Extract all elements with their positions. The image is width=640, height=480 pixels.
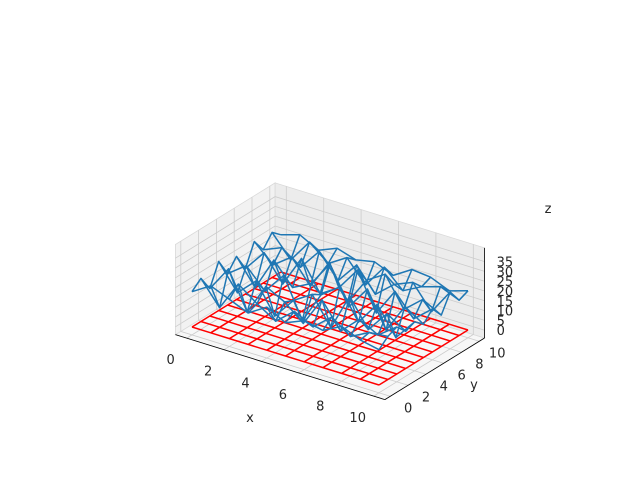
y-tick-label: 2 [422,390,430,405]
y-gridline [180,241,391,397]
base-wire-column [341,317,431,375]
z-gridline [175,254,485,321]
x-gridline [373,244,474,397]
base-plane-series [191,271,469,386]
z-tick-label: 30 [497,265,514,280]
x-tick-label: 0 [167,353,175,368]
z-gridline [175,196,485,262]
base-wire-column [247,288,338,346]
y-axis-line [384,337,485,400]
y-tick-label: 4 [440,379,448,394]
z-tick-label: 15 [497,295,514,310]
x-tick-label: 8 [316,400,324,415]
surface-wire-column [191,231,282,293]
surface-wire-column [359,285,450,341]
surface-wire-column [322,269,413,332]
axis-lines [175,247,485,401]
z-tick-label: 25 [497,275,514,290]
x-gridline [298,221,399,374]
y-tick-label: 6 [457,368,465,383]
base-wire-column [191,271,282,328]
surface-series [191,231,469,351]
x-axis-line [175,334,385,401]
z-tick-label: 35 [497,256,514,271]
x-gridline [336,232,437,385]
surface-wire-column [303,266,394,329]
base-wire-column [359,323,450,380]
surface-wire-column [341,276,432,338]
y-axis-label: y [470,378,478,393]
z-gridline [175,225,485,292]
x-gridline [186,186,287,339]
z-gridline [175,215,485,282]
z-tick-label: 20 [497,285,514,300]
z-axis-label: z [545,202,552,217]
z-tick-label: 5 [497,314,505,329]
x-tick-label: 2 [204,365,212,380]
z-tick-label: 10 [497,305,514,320]
y-tick-label: 10 [489,346,506,361]
surface-wire-column [210,234,301,309]
y-tick-label: 0 [404,401,412,416]
y-tick-label: 8 [475,357,483,372]
x-tick-label: 4 [241,376,249,391]
surface-wire-column [247,247,338,317]
base-wire-column [378,329,469,386]
z-gridline [175,205,485,272]
surface-wire-column [378,290,469,351]
z-tick-label: 0 [497,324,505,339]
surface-wire-column [266,256,356,322]
x-axis-label: x [246,411,254,426]
base-wire-column [266,294,357,351]
x-tick-label: 10 [349,411,366,426]
surface-wire-column [228,241,319,313]
base-wire-column [322,311,413,369]
x-tick-label: 6 [279,388,287,403]
x-gridline [261,209,362,362]
